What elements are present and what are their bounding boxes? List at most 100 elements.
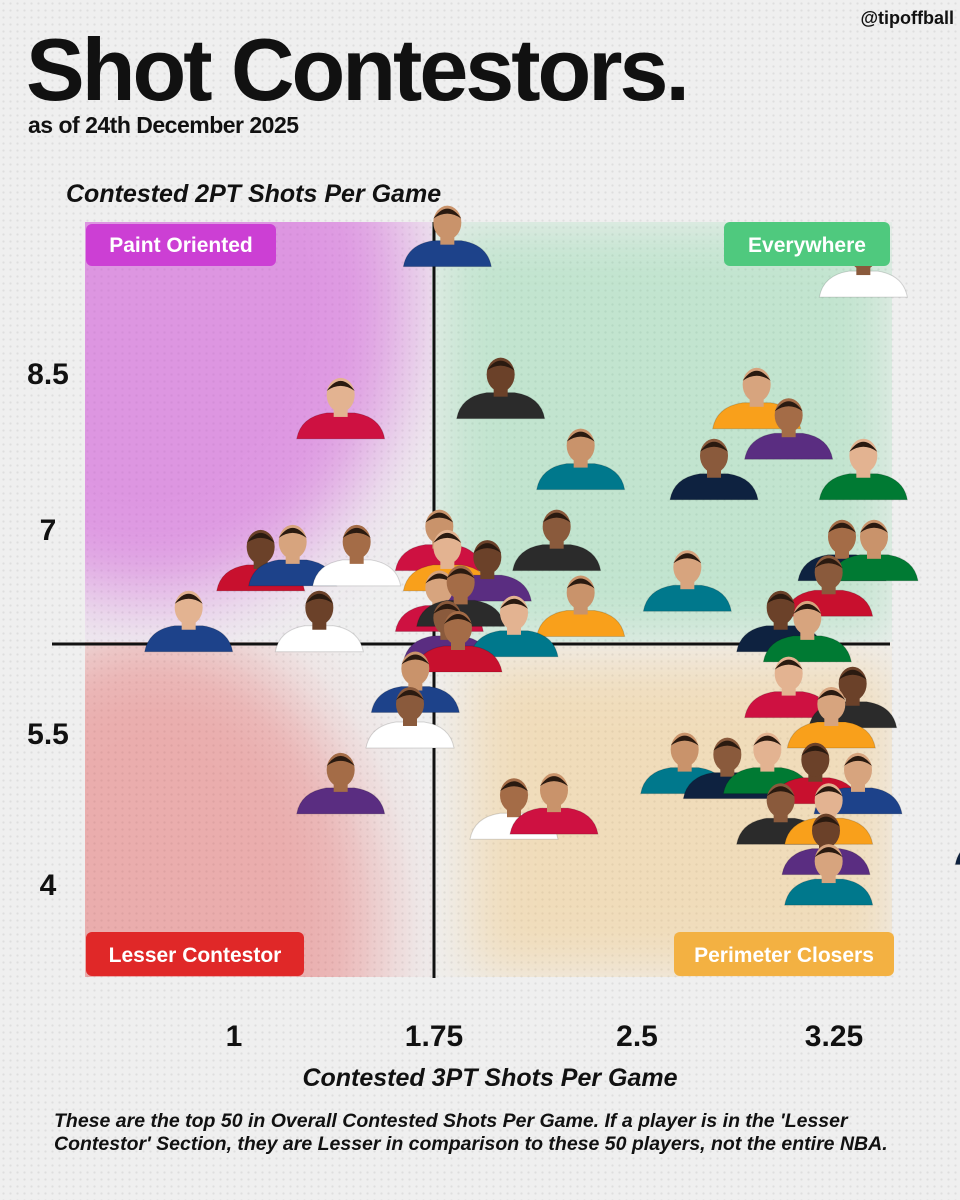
player-hair: [801, 745, 830, 756]
player-point: [954, 851, 960, 866]
paint-oriented-region: [85, 222, 410, 600]
player-hair: [174, 593, 203, 604]
player-point: [762, 600, 852, 663]
player-point: [818, 438, 908, 501]
player-point: [144, 590, 234, 653]
x-tick-label: 2.5: [616, 1020, 658, 1053]
player-hair: [566, 578, 595, 589]
player-hair: [305, 593, 334, 604]
player-hair: [753, 735, 782, 746]
lesser-contestor-region: [85, 642, 380, 977]
player-hair: [542, 512, 571, 523]
player-hair: [828, 522, 856, 533]
footnote: These are the top 50 in Overall Conteste…: [54, 1110, 888, 1155]
player-hair: [849, 441, 878, 452]
player-hair: [844, 755, 872, 766]
player-hair: [774, 659, 803, 670]
player-jersey: [469, 630, 559, 658]
player-jersey: [536, 463, 626, 491]
x-ticks: 1 1.75 2.5 3.25: [226, 1020, 864, 1053]
y-tick-label: 8.5: [27, 358, 69, 391]
player-point: [456, 357, 546, 420]
player-hair: [817, 690, 846, 700]
player-point: [469, 595, 559, 658]
page-subtitle: as of 24th December 2025: [28, 112, 299, 138]
x-axis-label: Contested 3PT Shots Per Game: [302, 1064, 678, 1092]
player-hair: [673, 553, 702, 564]
player-hair: [278, 527, 307, 538]
y-tick-label: 7: [40, 514, 57, 547]
player-point: [413, 611, 503, 673]
player-jersey: [456, 392, 546, 420]
player-point: [312, 524, 402, 587]
player-point: [402, 205, 492, 268]
player-hair: [838, 669, 867, 680]
player-point: [744, 656, 834, 719]
player-points: [144, 205, 960, 906]
player-jersey: [509, 807, 599, 835]
player-jersey: [365, 721, 455, 749]
x-tick-label: 1: [226, 1020, 243, 1053]
y-tick-label: 4: [40, 869, 57, 902]
player-hair: [500, 598, 528, 609]
quadrant-label-paint-text: Paint Oriented: [109, 234, 253, 257]
player-point: [365, 687, 455, 749]
player-jersey: [669, 473, 759, 501]
player-point: [296, 752, 386, 815]
y-axis-label: Contested 2PT Shots Per Game: [66, 180, 442, 208]
player-jersey: [402, 240, 492, 268]
player-jersey: [954, 851, 960, 866]
player-jersey: [274, 625, 364, 653]
quadrant-label-paint: Paint Oriented: [86, 224, 276, 266]
player-hair: [433, 208, 462, 219]
player-hair: [433, 603, 462, 614]
player-hair: [713, 740, 742, 751]
player-hair: [793, 603, 822, 614]
quadrant-label-lesser-text: Lesser Contestor: [109, 944, 282, 967]
player-point: [829, 519, 919, 582]
player-jersey: [784, 878, 874, 906]
player-hair: [326, 380, 355, 391]
player-point: [512, 509, 602, 572]
player-hair: [814, 786, 843, 797]
quadrant-label-everywhere: Everywhere: [724, 222, 890, 266]
y-tick-label: 5.5: [27, 718, 69, 751]
player-hair: [540, 776, 568, 787]
quadrant-label-perimeter: Perimeter Closers: [674, 932, 894, 976]
y-ticks: 8.5 7 5.5 4: [27, 358, 69, 902]
player-hair: [401, 654, 430, 665]
player-point: [744, 398, 834, 460]
player-hair: [766, 786, 795, 797]
player-jersey: [762, 635, 852, 663]
player-jersey: [296, 412, 386, 440]
player-hair: [700, 441, 728, 452]
player-hair: [246, 532, 275, 543]
player-hair: [766, 593, 795, 604]
player-jersey: [818, 473, 908, 501]
player-point: [642, 550, 732, 612]
player-hair: [396, 690, 424, 700]
player-hair: [446, 568, 475, 579]
player-hair: [814, 847, 843, 858]
page-title: Shot Contestors.: [26, 20, 690, 119]
quadrant-label-everywhere-text: Everywhere: [748, 234, 866, 257]
player-hair: [814, 558, 843, 569]
player-jersey: [786, 721, 876, 749]
player-point: [669, 438, 759, 501]
player-hair: [425, 573, 454, 584]
player-hair: [473, 543, 502, 554]
player-hair: [433, 532, 462, 543]
player-point: [536, 428, 626, 491]
player-point: [509, 773, 599, 835]
player-hair: [326, 755, 355, 766]
player-point: [536, 575, 626, 638]
player-jersey: [536, 610, 626, 638]
player-hair: [342, 527, 371, 538]
player-jersey: [818, 270, 908, 298]
player-jersey: [744, 432, 834, 460]
x-tick-label: 1.75: [405, 1020, 463, 1053]
player-hair: [444, 614, 472, 624]
x-tick-label: 3.25: [805, 1020, 863, 1053]
player-hair: [774, 401, 803, 412]
